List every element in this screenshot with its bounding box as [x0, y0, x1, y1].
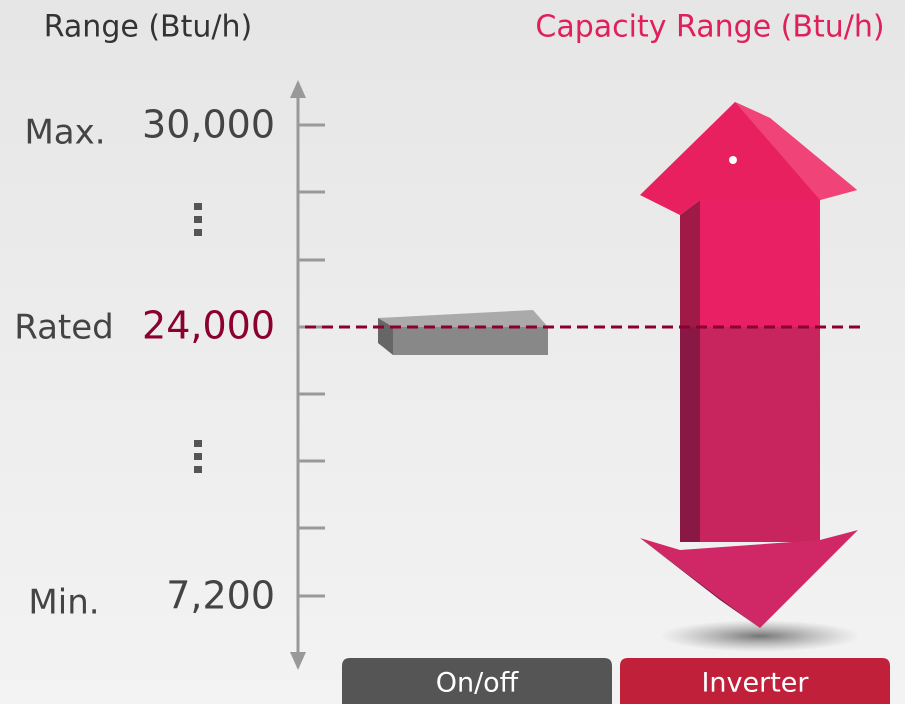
arrow-shadow	[660, 620, 860, 652]
column-label: On/off	[436, 668, 520, 699]
level-value: 30,000	[142, 103, 275, 147]
level-label: Max.	[24, 113, 105, 153]
axis	[296, 88, 325, 662]
level-label: Min.	[28, 583, 99, 623]
level-value: 7,200	[166, 574, 275, 618]
axis-arrow	[290, 80, 306, 98]
column-tab	[620, 658, 890, 704]
left-title: Range (Btu/h)	[44, 10, 253, 45]
onoff-block	[378, 310, 548, 355]
axis-arrow	[290, 652, 306, 670]
column-label: Inverter	[701, 668, 809, 699]
level-label: Rated	[14, 308, 114, 348]
ellipsis	[194, 203, 202, 473]
right-title: Capacity Range (Btu/h)	[535, 10, 884, 45]
inverter-arrow	[640, 102, 858, 628]
column-tab	[342, 658, 612, 704]
level-value: 24,000	[142, 304, 275, 348]
